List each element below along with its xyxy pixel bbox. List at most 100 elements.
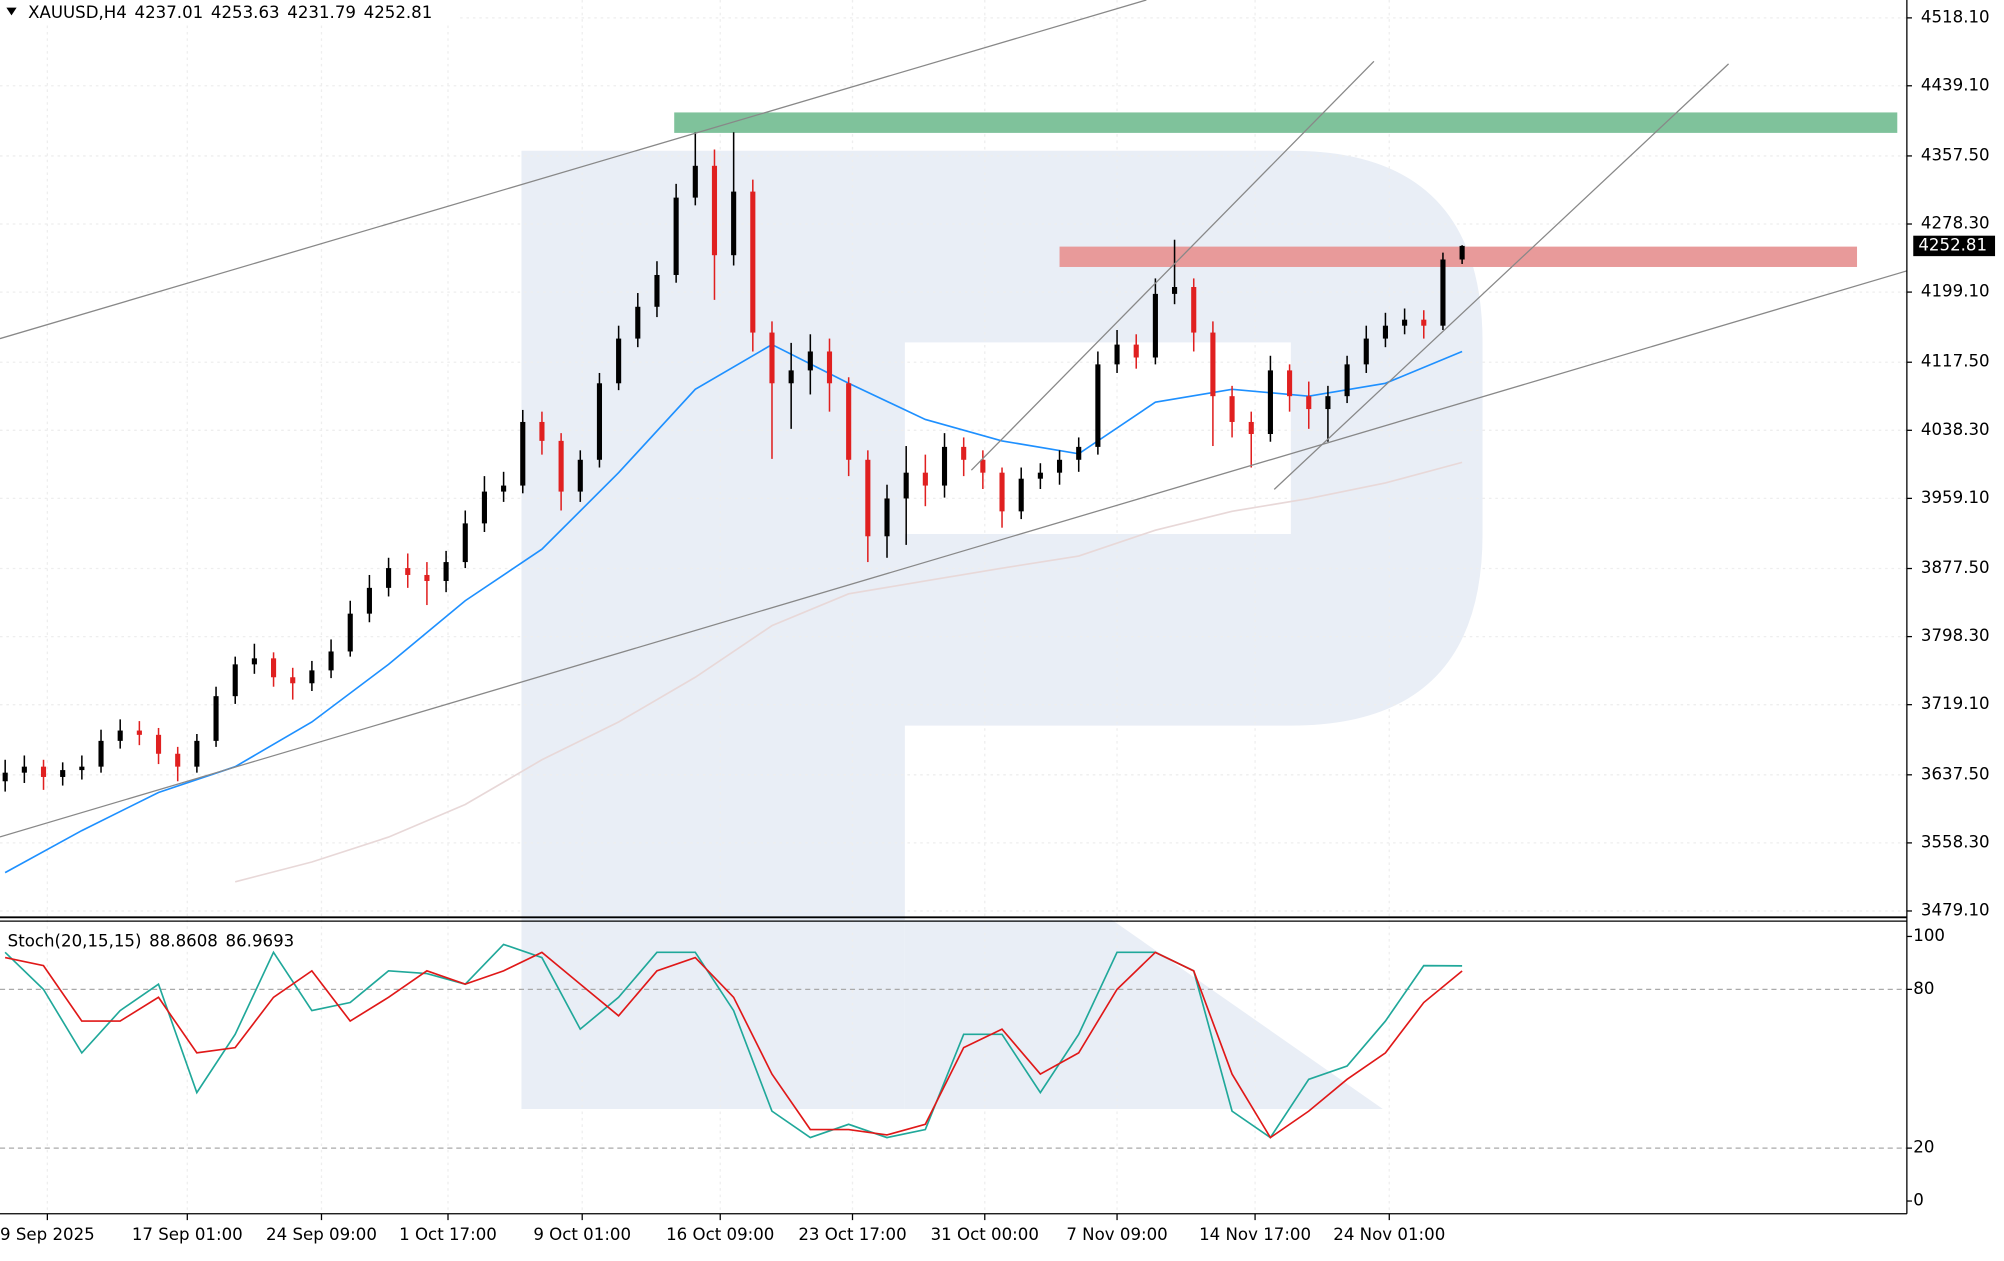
candle-body	[1267, 370, 1273, 434]
indicator-line	[4, 343, 1463, 874]
candle-body	[731, 191, 737, 256]
candle-body	[21, 766, 27, 773]
candle-body	[1114, 344, 1120, 365]
y-tick-label: 3719.10	[1921, 694, 1990, 713]
candle-body	[769, 332, 775, 384]
candle-body	[999, 472, 1005, 512]
zone	[1059, 246, 1858, 267]
candle-body	[1056, 459, 1063, 473]
x-tick-label: 17 Sep 01:00	[132, 1225, 243, 1244]
candle-body	[251, 658, 257, 665]
candle-body	[481, 491, 487, 524]
open: 4237.01	[135, 2, 204, 21]
candle-body	[501, 485, 507, 492]
dropdown-icon[interactable]	[6, 7, 17, 16]
grid	[0, 0, 1907, 1214]
candle-body	[232, 664, 238, 697]
candle-body	[539, 421, 545, 441]
candle-body	[366, 587, 372, 614]
candle-body	[596, 383, 603, 460]
candle-body	[1095, 364, 1101, 447]
candle-body	[1421, 319, 1427, 326]
candle-body	[347, 613, 353, 652]
candle-body	[328, 651, 334, 671]
candle-body	[1037, 472, 1043, 479]
y-tick-label: 3479.10	[1921, 900, 1990, 919]
candle-body	[60, 770, 66, 777]
candle-body	[884, 498, 890, 537]
x-tick-label: 14 Nov 17:00	[1199, 1225, 1311, 1244]
candle-body	[1172, 287, 1178, 294]
x-tick-label: 24 Nov 01:00	[1333, 1225, 1445, 1244]
candle-body	[1018, 478, 1024, 512]
trendline	[0, 0, 1147, 340]
candle-body	[1363, 338, 1369, 365]
last-price-label: 4252.81	[1918, 235, 1987, 254]
candle-body	[443, 562, 449, 581]
candle-body	[136, 730, 142, 735]
candle-body	[424, 574, 430, 581]
candle-body	[1248, 421, 1254, 434]
candle-body	[155, 734, 162, 754]
watermark-p	[521, 150, 1483, 1109]
x-tick-label: 1 Oct 17:00	[399, 1225, 497, 1244]
candle-body	[1325, 396, 1331, 410]
candle-body	[558, 440, 564, 492]
y-tick-label: 4357.50	[1921, 145, 1990, 164]
candle-body	[309, 670, 315, 684]
candle-body	[1133, 344, 1139, 358]
watermark-leg	[904, 919, 1383, 1109]
candle-body	[750, 191, 756, 333]
candle-body	[98, 740, 104, 767]
candle-body	[386, 568, 392, 588]
candle-body	[846, 383, 852, 460]
candle-body	[405, 568, 411, 575]
candle-body	[1459, 245, 1465, 260]
x-tick-label: 7 Nov 09:00	[1066, 1225, 1167, 1244]
y-tick-label: 4038.30	[1921, 420, 1990, 439]
candle-body	[788, 370, 794, 384]
candle-body	[903, 472, 909, 499]
x-tick-label: 9 Oct 01:00	[533, 1225, 631, 1244]
y-tick-label: 0	[1913, 1191, 1924, 1210]
candle-body	[1191, 287, 1197, 333]
candle-body	[1306, 396, 1312, 410]
x-tick-label: 16 Oct 09:00	[666, 1225, 774, 1244]
y-tick-label: 4439.10	[1921, 75, 1990, 94]
high: 4253.63	[211, 2, 280, 21]
y-tick-label: 4278.30	[1921, 214, 1990, 233]
candle-body	[1229, 396, 1235, 422]
indicator-line	[4, 951, 1463, 1139]
symbol: XAUUSD,H4	[28, 2, 127, 21]
candle-body	[654, 274, 660, 307]
y-tick-label: 4117.50	[1921, 352, 1990, 371]
trendline	[1273, 63, 1730, 490]
x-tick-label: 24 Sep 09:00	[266, 1225, 377, 1244]
candle-body	[673, 197, 679, 275]
candle-body	[616, 338, 622, 384]
indicator-line	[234, 461, 1463, 883]
indicator-line	[4, 943, 1463, 1139]
stoch-k: 88.8608	[149, 931, 218, 950]
candle-body	[941, 446, 948, 486]
watermark	[521, 150, 1483, 1109]
x-tick-label: 23 Oct 17:00	[798, 1225, 906, 1244]
candle-body	[980, 459, 986, 473]
candle-body	[577, 459, 583, 492]
candle-body	[692, 165, 698, 198]
y-tick-label: 100	[1913, 926, 1945, 945]
y-tick-label: 20	[1913, 1138, 1934, 1157]
candle-body	[961, 446, 967, 460]
y-tick-label: 4518.10	[1921, 7, 1990, 26]
y-tick-label: 80	[1913, 979, 1934, 998]
candle-body	[1287, 370, 1293, 397]
header: XAUUSD,H4 4237.01 4253.63 4231.79 4252.81	[28, 2, 432, 21]
candle-body	[40, 766, 47, 777]
candle-body	[635, 306, 641, 339]
low: 4231.79	[287, 2, 356, 21]
candle-body	[194, 740, 200, 767]
candle-body	[711, 165, 718, 256]
candle-body	[1152, 293, 1158, 358]
